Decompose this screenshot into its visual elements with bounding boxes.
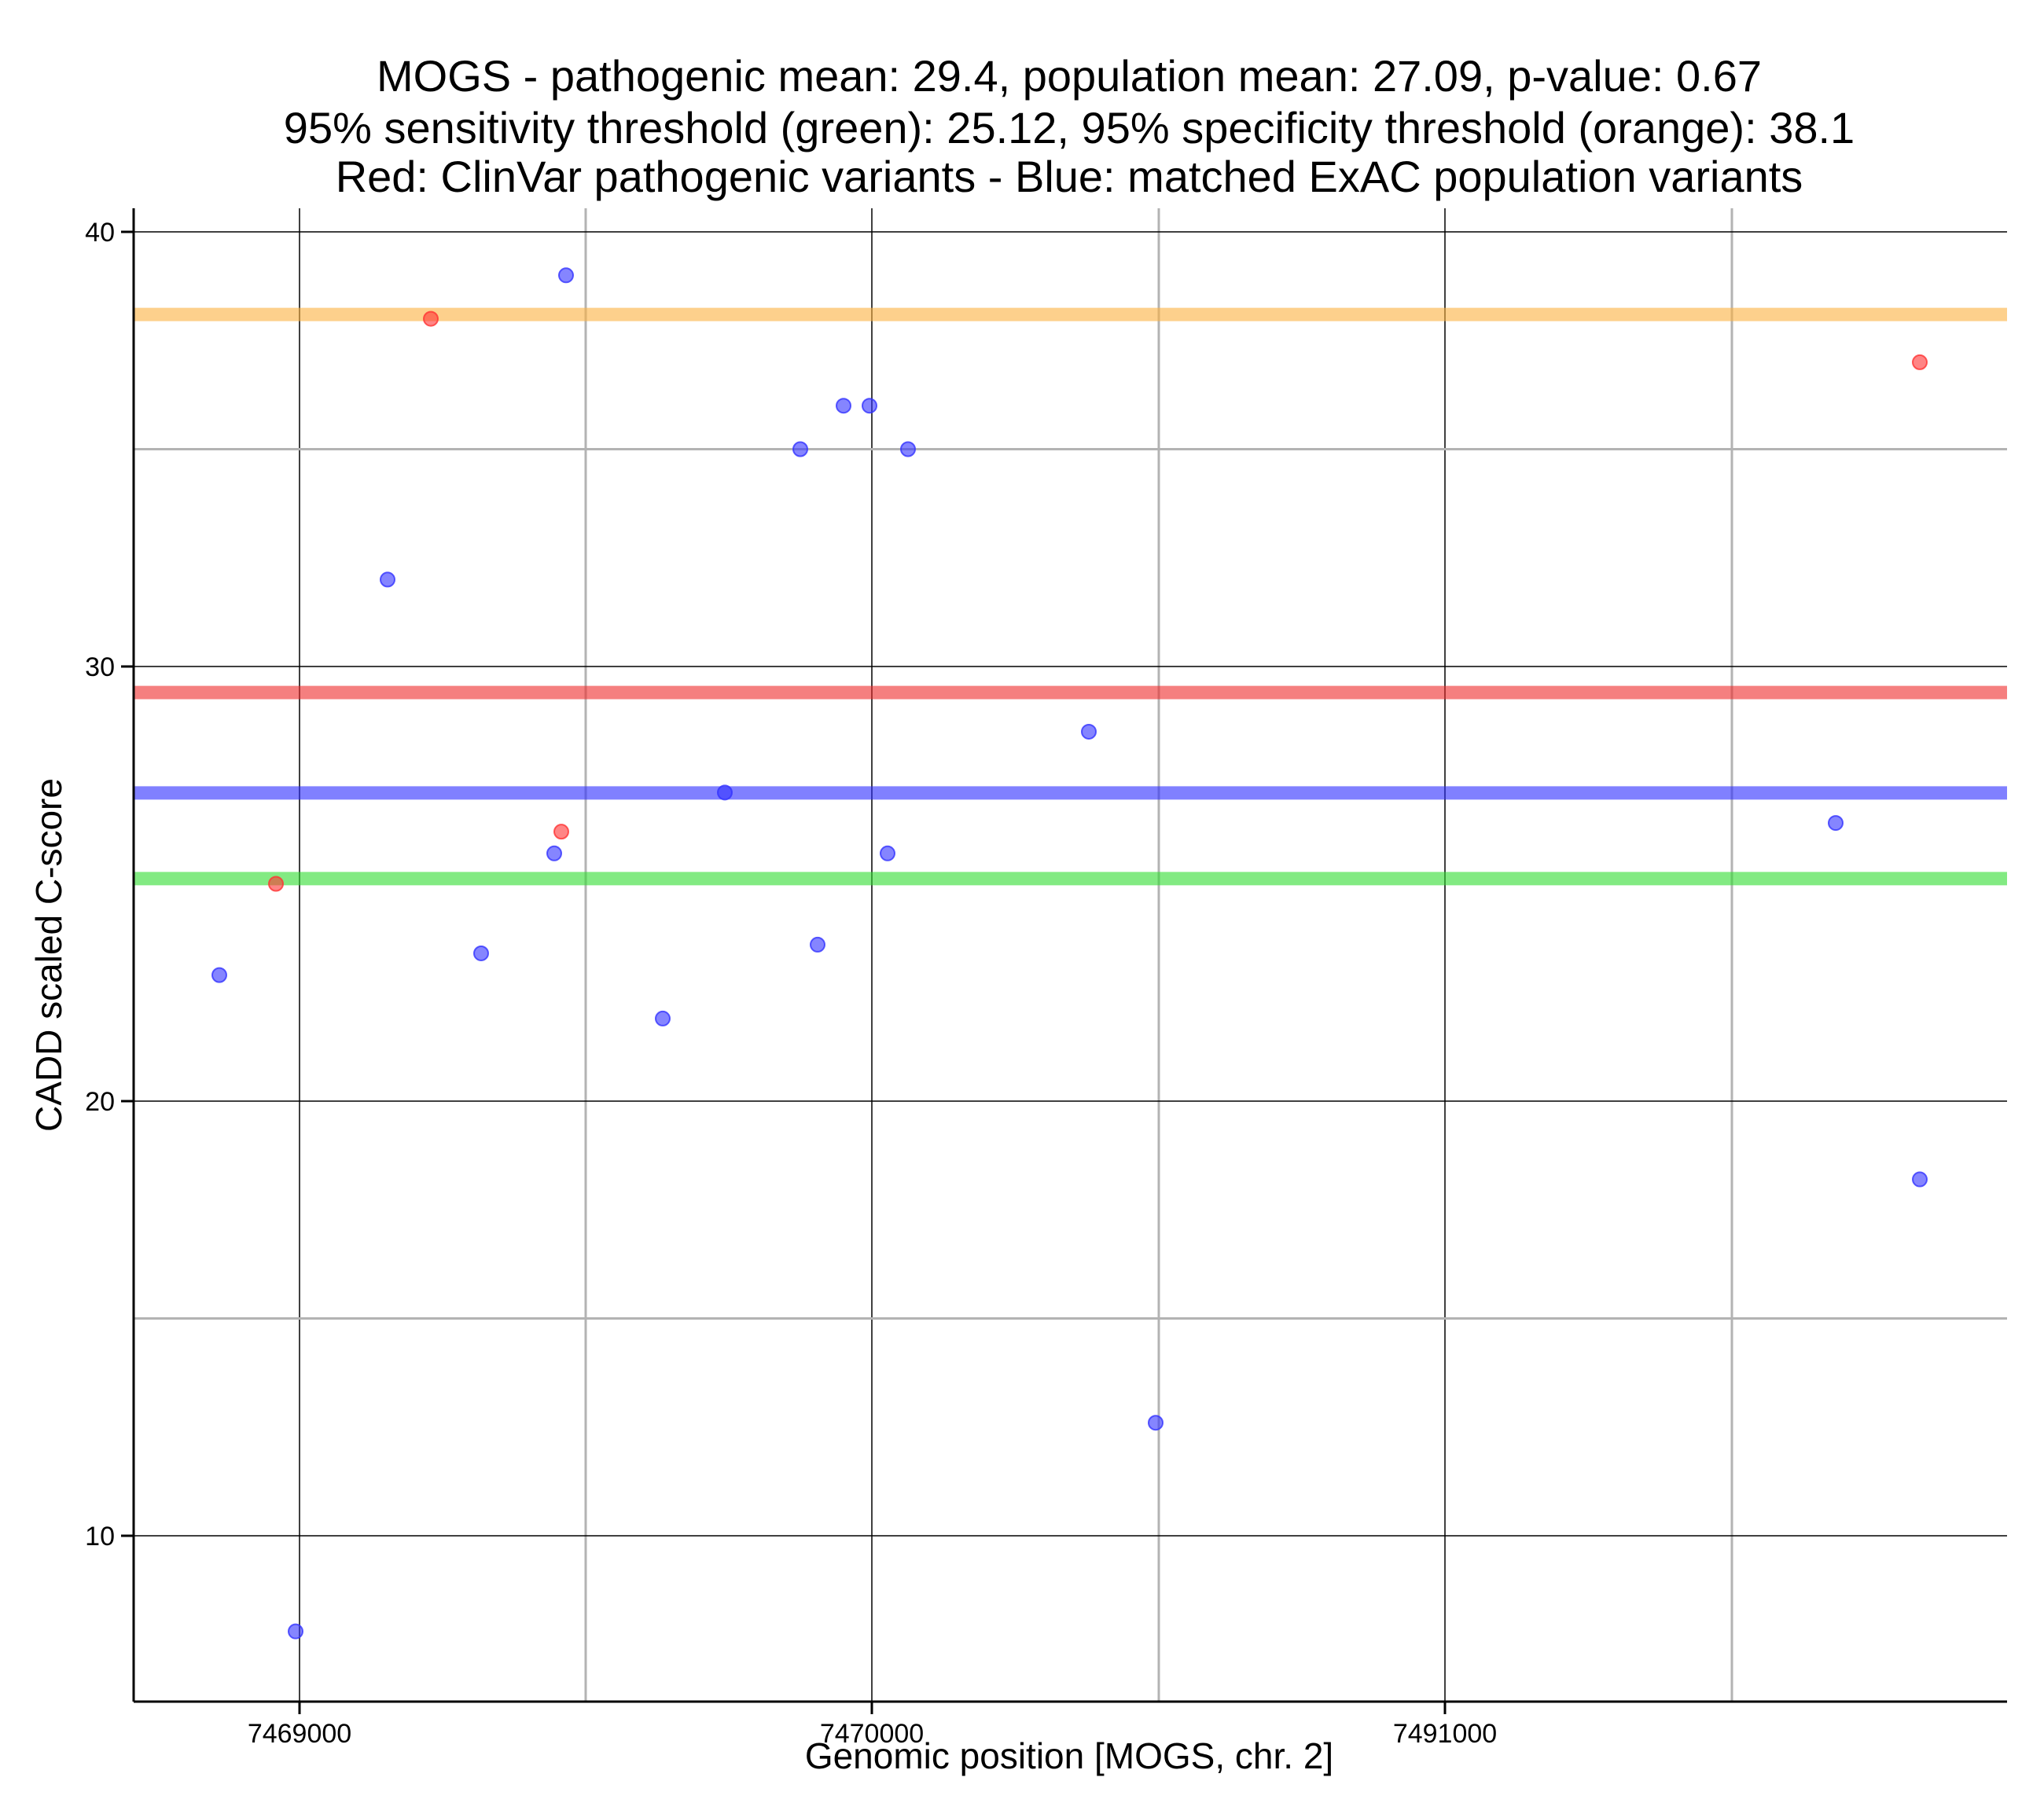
data-point (558, 267, 574, 284)
data-point (553, 824, 569, 840)
y-tick-label: 40 (85, 218, 115, 248)
data-point (900, 441, 916, 457)
y-axis-title: CADD scaled C-score (28, 778, 69, 1132)
tick-labels: 10 20 30 40 7469000 7470000 7491000 (85, 218, 1497, 1749)
data-point (288, 1623, 303, 1640)
grid (134, 208, 2007, 1702)
data-point (1912, 1171, 1928, 1188)
x-tick-label: 7491000 (1393, 1719, 1497, 1749)
data-point (211, 967, 227, 983)
data-point (655, 1010, 671, 1026)
data-point (1081, 723, 1097, 740)
data-point (1148, 1415, 1164, 1431)
data-point (380, 571, 395, 588)
data-point (810, 936, 825, 953)
data-point (1828, 815, 1844, 832)
axes (132, 208, 2007, 1703)
y-tick-label: 20 (85, 1087, 115, 1117)
chart-title: MOGS - pathogenic mean: 29.4, population… (284, 51, 1855, 201)
reference-lines (134, 307, 2007, 886)
data-point (1912, 354, 1928, 370)
y-tick-label: 10 (85, 1522, 115, 1551)
x-tick-label: 7470000 (820, 1719, 924, 1749)
x-axis-title: Genomic position [MOGS, chr. 2] (805, 1735, 1333, 1776)
data-point (792, 441, 808, 457)
data-point (473, 945, 489, 961)
data-point (546, 845, 562, 861)
data-point (268, 876, 284, 892)
title-line-3: Red: ClinVar pathogenic variants - Blue:… (336, 152, 1803, 201)
data-point (717, 784, 733, 801)
data-point (862, 398, 877, 414)
x-tick-label: 7469000 (248, 1719, 351, 1749)
data-point (423, 310, 439, 327)
y-tick-label: 30 (85, 652, 115, 682)
data-point (836, 398, 851, 414)
data-points (211, 267, 1928, 1640)
title-line-2: 95% sensitivity threshold (green): 25.12… (284, 103, 1855, 152)
title-line-1: MOGS - pathogenic mean: 29.4, population… (377, 51, 1762, 101)
data-point (880, 845, 895, 861)
